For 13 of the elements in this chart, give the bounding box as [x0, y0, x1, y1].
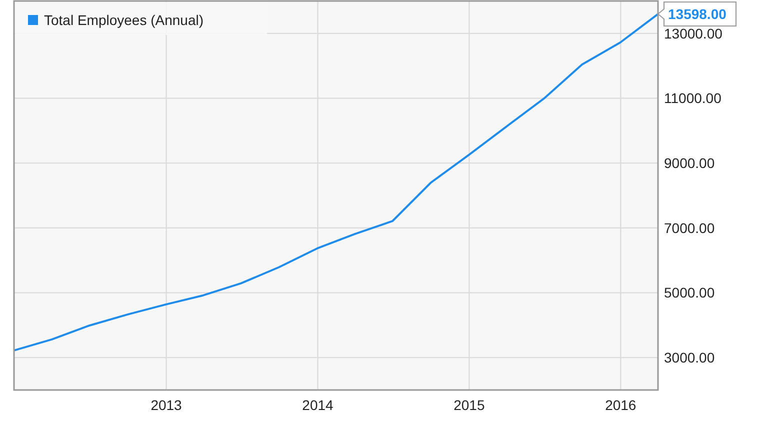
- data-label: 13598.00: [668, 6, 727, 22]
- y-tick-label: 11000.00: [664, 90, 722, 106]
- legend-label: Total Employees (Annual): [44, 12, 204, 28]
- y-tick-label: 9000.00: [664, 154, 715, 171]
- x-tick-label: 2015: [454, 397, 485, 413]
- line-series: [13, 13, 659, 352]
- y-tick-label: 13000.00: [664, 25, 723, 42]
- y-tick-label: 3000.00: [664, 349, 715, 366]
- x-tick-label: 2016: [605, 397, 636, 413]
- y-tick-label: 7000.00: [664, 220, 715, 236]
- x-tick-label: 2013: [150, 397, 182, 413]
- x-tick-label: 2014: [302, 397, 334, 413]
- y-tick-label: 5000.00: [664, 284, 715, 301]
